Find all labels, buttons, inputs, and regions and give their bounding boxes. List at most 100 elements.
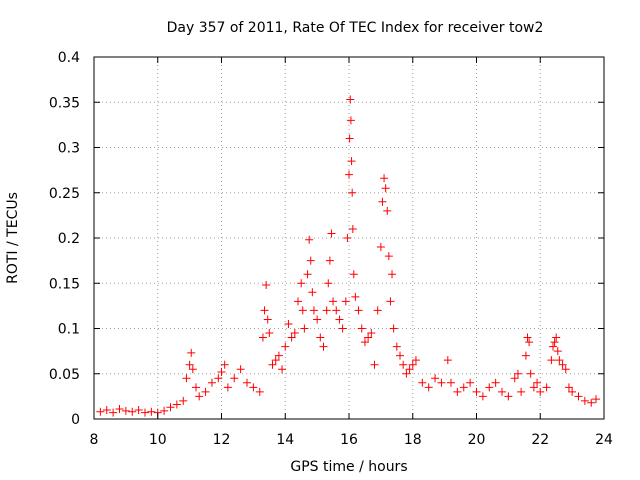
y-tick-label: 0.15 — [49, 276, 80, 292]
data-point — [281, 342, 290, 351]
data-point — [348, 188, 357, 197]
data-point — [230, 374, 239, 383]
data-point — [343, 234, 352, 242]
data-point — [300, 324, 309, 333]
data-point — [134, 405, 143, 414]
data-point — [542, 383, 551, 392]
x-tick-label: 24 — [595, 432, 613, 448]
data-point — [271, 356, 280, 365]
data-point — [188, 365, 197, 374]
data-point — [294, 297, 302, 306]
y-tick-label: 0.4 — [58, 50, 80, 66]
data-point — [587, 398, 596, 407]
data-point — [536, 387, 545, 396]
data-point — [166, 403, 175, 412]
data-point — [389, 324, 398, 333]
data-point — [262, 281, 271, 290]
data-point — [453, 387, 462, 396]
data-point — [466, 378, 475, 387]
data-point — [287, 333, 296, 342]
data-point — [192, 383, 200, 392]
data-point — [263, 315, 272, 324]
data-point — [564, 383, 573, 392]
x-tick-label: 20 — [468, 432, 486, 448]
data-point — [327, 229, 336, 238]
x-tick-labels: 8 10 12 14 16 18 20 22 24 — [90, 432, 613, 448]
data-point — [182, 374, 191, 383]
data-point — [297, 279, 306, 288]
data-point — [258, 333, 267, 342]
data-point — [249, 383, 258, 392]
chart-title: Day 357 of 2011, Rate Of TEC Index for r… — [167, 20, 544, 36]
data-point — [526, 369, 535, 378]
data-point — [109, 408, 118, 417]
x-tick-label: 18 — [404, 432, 422, 448]
data-point — [187, 348, 196, 357]
data-point — [265, 329, 274, 338]
data-point — [547, 356, 556, 365]
data-point — [220, 360, 229, 369]
data-point — [347, 157, 356, 166]
data-point — [376, 243, 385, 252]
data-point — [255, 387, 264, 396]
data-point — [472, 387, 481, 396]
y-tick-label: 0.35 — [49, 95, 80, 111]
data-point — [408, 360, 417, 369]
data-point — [405, 365, 414, 374]
data-point — [517, 387, 526, 396]
x-tick-label: 22 — [531, 432, 549, 448]
y-tick-label: 0.05 — [49, 367, 80, 383]
data-point — [373, 306, 382, 315]
y-tick-labels: 0 0.05 0.1 0.15 0.2 0.25 0.3 0.35 0.4 — [49, 50, 80, 428]
data-point — [115, 405, 124, 414]
data-point — [338, 324, 347, 333]
data-point — [214, 374, 223, 383]
data-point — [478, 392, 487, 401]
data-point — [290, 329, 299, 338]
data-point — [558, 360, 567, 369]
x-axis-title: GPS time / hours — [290, 459, 407, 475]
y-tick-label: 0.1 — [58, 322, 80, 338]
data-point — [552, 333, 561, 342]
data-point — [329, 297, 338, 306]
data-point — [128, 407, 137, 416]
data-point — [424, 383, 433, 392]
data-point — [324, 279, 333, 288]
x-tick-label: 16 — [340, 432, 358, 448]
data-point — [553, 347, 562, 356]
data-point — [574, 392, 583, 401]
y-tick-label: 0.2 — [58, 231, 80, 247]
data-point — [274, 351, 283, 360]
data-point — [195, 392, 204, 401]
data-point — [319, 342, 328, 351]
data-point — [141, 408, 149, 417]
data-point — [402, 369, 411, 378]
data-point — [160, 406, 169, 415]
x-tick-label: 14 — [276, 432, 294, 448]
data-point — [396, 351, 404, 360]
data-point — [360, 338, 369, 347]
data-point — [179, 396, 188, 405]
data-point — [308, 288, 317, 297]
data-point — [525, 338, 534, 347]
data-point — [284, 319, 293, 328]
data-point — [447, 378, 455, 387]
data-point — [322, 306, 331, 315]
data-point — [388, 270, 397, 279]
data-point — [504, 392, 513, 401]
data-point — [121, 406, 130, 415]
data-point — [399, 360, 408, 369]
x-tick-label: 8 — [90, 432, 99, 448]
data-point — [223, 383, 232, 392]
data-point — [555, 356, 564, 365]
data-point — [498, 387, 506, 396]
data-point — [549, 342, 557, 351]
data-point — [305, 235, 314, 244]
data-point — [529, 383, 538, 392]
data-point — [561, 365, 570, 374]
data-point — [357, 324, 366, 333]
data-point — [236, 365, 245, 374]
data-point — [523, 333, 532, 342]
data-point — [345, 134, 354, 143]
